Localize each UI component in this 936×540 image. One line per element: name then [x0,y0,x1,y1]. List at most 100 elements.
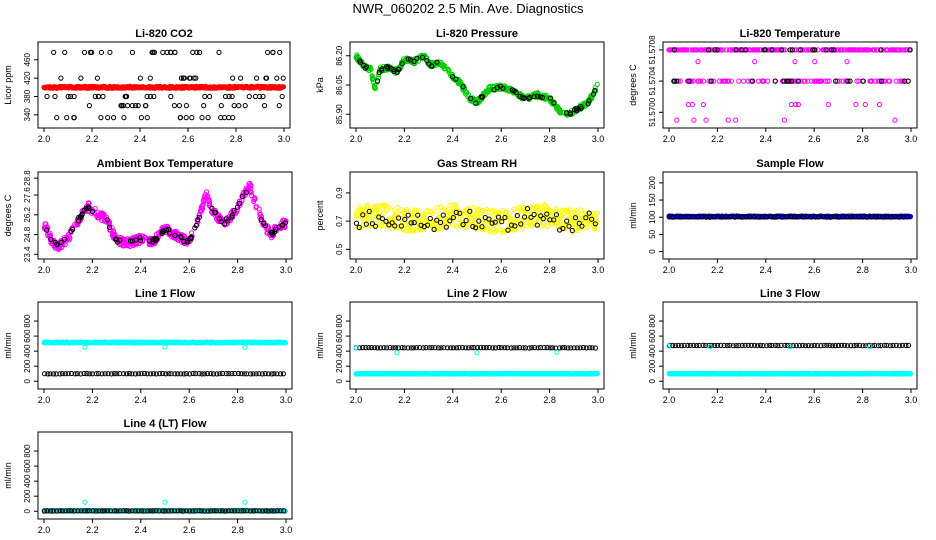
data-point-calibration [448,345,454,351]
data-point-calibration [274,371,280,377]
data-point-calibration [129,238,135,244]
plot-frame [662,41,918,129]
data-point-calibration [223,371,229,377]
y-tick-label: 24.8 [23,226,32,242]
data-point-calibration [96,371,102,377]
plot-frame [37,301,293,390]
x-tick-label: 2.6 [808,395,821,405]
data-point-temperature [247,183,253,189]
data-point-calibration [379,216,385,222]
chart-title: Line 1 Flow [135,288,195,300]
data-point-calibration [710,214,717,220]
data-point-calibration [253,371,259,377]
y-axis-label: ml/min [3,462,13,489]
data-point-calibration [831,47,837,53]
data-point-calibration [384,345,390,351]
data-point-calibration [369,221,375,227]
data-point-flow [907,214,914,220]
y-tick-label: 460 [23,53,32,67]
data-point-calibration [569,227,575,234]
x-tick-label: 2.4 [134,134,147,144]
data-point-temperature [805,78,811,84]
data-point-calibration [234,204,240,210]
data-point-calibration [447,218,453,224]
x-tick-label: 2.8 [856,265,869,275]
data-point-calibration [168,93,174,100]
x-tick-label: 3.0 [592,265,605,275]
data-point-outliers [781,117,788,123]
data-point-outliers [795,101,802,108]
data-point-calibration [893,342,899,348]
data-point-calibration [844,214,850,220]
data-point-rh [578,207,584,213]
data-point-pressure [372,85,378,92]
data-point-calibration [105,371,111,377]
data-point-temperature [698,78,704,84]
data-point-calibration [126,371,132,377]
data-point-temperature [887,78,893,84]
x-tick-label: 2.2 [86,265,99,275]
data-point-temperature [688,78,694,84]
data-point-calibration [435,345,441,351]
data-point-calibration [754,343,761,349]
data-point-calibration [129,49,135,56]
data-point-calibration [151,93,157,100]
data-point-calibration [218,115,224,121]
data-point-temperature [874,47,881,53]
data-point-calibration [356,224,362,230]
data-point-calibration [844,343,851,349]
data-point-rh [403,206,410,213]
data-point-calibration [107,224,113,230]
data-point-calibration [706,342,712,349]
data-point-temperature [824,78,830,84]
data-point-calibration [779,47,785,53]
data-point-calibration [135,371,141,377]
data-point-calibration [58,239,64,246]
y-tick-label: 600 [335,329,344,343]
data-point-calibration [864,214,870,220]
data-point-temperature [901,47,907,53]
data-points [353,202,601,235]
data-point-calibration [226,115,232,121]
data-point-calibration [486,344,492,351]
data-point-calibration [246,93,252,100]
data-point-calibration [44,93,50,100]
data-point-calibration [388,66,394,72]
plot-frame [37,171,293,260]
data-point-calibration [902,78,908,84]
data-point-calibration [85,204,91,210]
data-point-calibration [845,78,851,84]
data-point-calibration [431,226,437,232]
data-point-calibration [201,103,207,109]
y-axis-label: ml/min [628,202,638,229]
data-point-calibration [226,93,232,100]
data-point-calibration [64,115,70,121]
data-point-rh [520,225,526,231]
data-point-calibration [764,343,770,349]
data-point-calibration [544,211,550,217]
data-point-calibration [789,78,795,84]
data-point-calibration [141,370,147,377]
data-point-calibration [118,103,124,109]
data-point-calibration [53,371,59,377]
data-point-rh [500,227,506,234]
data-point-calibration [137,238,144,244]
data-point-calibration [493,345,499,351]
data-point-rh [456,217,462,223]
data-point-calibration [878,47,884,53]
data-point-calibration [723,214,729,220]
data-point-temperature [872,47,878,53]
x-tick-label: 2.4 [760,265,773,275]
data-point-calibration [553,212,560,218]
data-point-calibration [280,371,286,377]
data-point-calibration [387,345,393,351]
data-point-temperature [120,237,127,243]
data-point-calibration [535,345,541,351]
data-point-calibration [420,345,426,351]
data-point-calibration [470,224,476,230]
y-tick-label: 400 [23,344,32,358]
data-point-calibration [573,105,579,112]
data-point-rh [510,216,517,222]
data-point-calibration [687,342,694,348]
